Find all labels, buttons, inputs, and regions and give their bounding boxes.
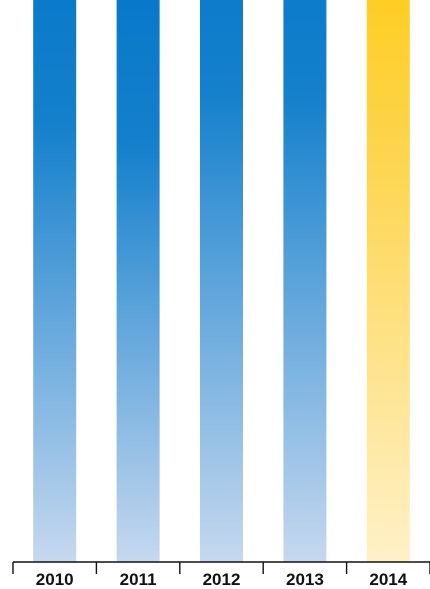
bar-2014	[366, 0, 410, 562]
x-tick-label-2010: 2010	[36, 570, 74, 589]
bar-2010	[33, 0, 77, 563]
x-tick-label-2013: 2013	[286, 570, 324, 589]
bar-2013	[283, 0, 327, 562]
x-tick-label-2011: 2011	[120, 570, 157, 589]
x-tick-label-2012: 2012	[203, 570, 241, 589]
bar-2012	[200, 0, 243, 563]
x-tick-label-2014: 2014	[369, 570, 407, 589]
bar-2011	[116, 0, 160, 563]
x-axis: 2010 2011 2012 2013 2014	[12, 561, 430, 589]
bars-group	[33, 0, 410, 563]
